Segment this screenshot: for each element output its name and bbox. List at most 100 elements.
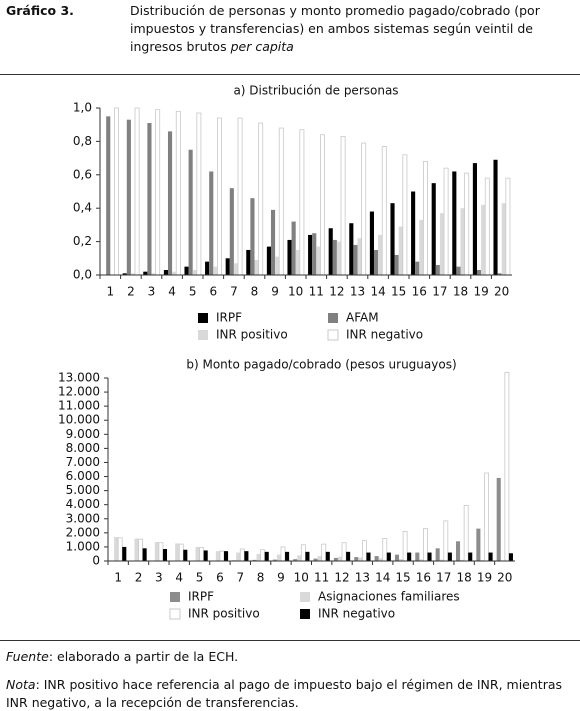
x-tick-label: 16 (416, 571, 431, 585)
x-tick-label: 14 (375, 571, 390, 585)
bar (447, 552, 452, 561)
legend-label: INR negativo (318, 607, 395, 621)
x-tick-label: 9 (271, 285, 279, 299)
bar (178, 543, 184, 562)
bar (472, 163, 477, 275)
bar (175, 110, 181, 276)
bar (122, 273, 127, 275)
y-tick-label: 1.000 (66, 539, 100, 553)
bar (394, 254, 399, 275)
bar (481, 204, 486, 275)
bar (172, 271, 177, 275)
bar (142, 548, 147, 561)
bar (439, 559, 444, 561)
bar (229, 188, 234, 275)
x-tick-label: 17 (432, 285, 447, 299)
bar (195, 546, 200, 561)
bar (476, 528, 481, 561)
x-tick-label: 5 (196, 571, 204, 585)
y-tick-label: 0,2 (73, 234, 92, 248)
bar (411, 191, 416, 275)
bar (188, 149, 193, 275)
bar (357, 238, 362, 275)
bar (508, 553, 513, 561)
bar (460, 559, 465, 561)
bar (361, 142, 367, 276)
bar (106, 116, 111, 275)
bar (272, 559, 277, 561)
note-label: Nota (6, 677, 36, 692)
legend-swatch (328, 313, 338, 323)
bar (225, 258, 230, 275)
source-text: : elaborado a partir de la ECH. (48, 649, 239, 664)
bar (402, 531, 408, 562)
bar (399, 558, 404, 561)
bar (463, 504, 469, 562)
bar (183, 549, 188, 561)
x-tick-label: 14 (370, 285, 385, 299)
bar (505, 177, 511, 276)
bar (258, 122, 264, 276)
legend-swatch (169, 608, 181, 620)
x-tick-label: 4 (168, 285, 176, 299)
bar (361, 540, 367, 562)
bar (215, 551, 220, 561)
x-tick-label: 20 (494, 285, 509, 299)
y-tick-label: 0,4 (73, 201, 92, 215)
y-tick-label: 8.000 (66, 441, 100, 455)
x-tick-label: 13 (355, 571, 370, 585)
bar (155, 109, 161, 276)
bar (366, 552, 371, 561)
bar (130, 273, 136, 275)
bar (423, 528, 428, 562)
bar (398, 226, 403, 275)
bar (299, 129, 305, 276)
bar (374, 556, 379, 561)
bar (114, 537, 119, 561)
bar (162, 549, 168, 561)
bar (443, 167, 449, 276)
x-tick-label: 12 (329, 285, 344, 299)
bar (431, 183, 436, 275)
bar (293, 559, 298, 561)
bar (163, 269, 168, 275)
bar (285, 551, 290, 561)
bar (291, 221, 296, 275)
legend-swatch (300, 609, 310, 619)
figure-label: Gráfico 3. (6, 3, 74, 18)
bar (504, 371, 510, 562)
caption: Distribución de personas y monto promedi… (130, 2, 575, 56)
bar (205, 261, 210, 275)
x-tick-label: 10 (294, 571, 309, 585)
bar (349, 223, 354, 275)
legend-label: INR positivo (216, 328, 288, 342)
bar (154, 541, 159, 561)
bar (354, 557, 359, 561)
bar (196, 112, 202, 276)
bar (496, 477, 501, 561)
bar (305, 551, 310, 561)
bar (464, 172, 470, 276)
bar (320, 134, 325, 276)
x-tick-label: 2 (127, 285, 135, 299)
source: Fuente: elaborado a partir de la ECH. (6, 648, 238, 666)
bar (312, 233, 317, 275)
bar (250, 198, 255, 275)
legend-swatch (170, 592, 180, 602)
x-tick-label: 11 (314, 571, 329, 585)
bar (468, 552, 473, 561)
bar (175, 543, 180, 561)
legend-swatch (300, 592, 310, 602)
y-tick-label: 3.000 (66, 511, 100, 525)
bar (316, 246, 321, 275)
bar (317, 556, 322, 561)
bar (117, 537, 123, 562)
bar (126, 119, 131, 275)
x-tick-label: 16 (412, 285, 427, 299)
y-tick-label: 10.000 (58, 413, 100, 427)
bar (435, 264, 440, 275)
x-tick-label: 18 (453, 285, 468, 299)
y-tick-label: 5.000 (66, 483, 100, 497)
caption-text: Distribución de personas y monto promedi… (130, 3, 540, 54)
